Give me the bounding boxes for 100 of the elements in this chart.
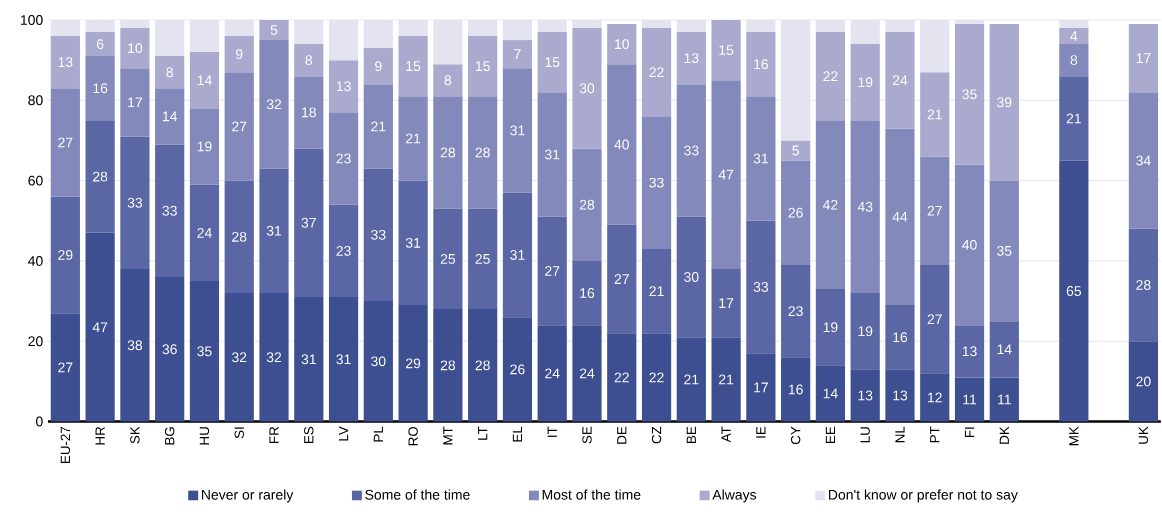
data-label: 20 xyxy=(1136,376,1151,387)
bar xyxy=(989,23,1019,181)
data-label: 21 xyxy=(719,374,734,385)
legend-label: Never or rarely xyxy=(202,489,294,503)
bar xyxy=(885,304,915,370)
data-label: 8 xyxy=(305,54,313,65)
bar xyxy=(398,180,428,305)
bar xyxy=(537,19,567,32)
bar xyxy=(711,19,741,80)
y-tick-label: 20 xyxy=(28,336,43,346)
bar xyxy=(1128,228,1159,342)
data-label: 32 xyxy=(266,99,282,110)
bar xyxy=(954,23,985,165)
data-label: 33 xyxy=(127,197,143,208)
bar xyxy=(885,19,915,32)
bar xyxy=(468,308,498,422)
bar xyxy=(989,180,1019,321)
data-label: 24 xyxy=(892,75,908,85)
data-label: 23 xyxy=(788,305,803,316)
bar xyxy=(815,31,846,121)
bar xyxy=(468,19,498,36)
bar xyxy=(433,96,463,209)
data-label: 14 xyxy=(823,388,838,399)
data-label: 42 xyxy=(822,199,838,210)
data-label: 17 xyxy=(754,382,768,393)
bar xyxy=(815,365,846,422)
bar xyxy=(502,316,533,422)
data-label: 13 xyxy=(962,346,977,357)
bar xyxy=(885,128,915,305)
bar xyxy=(989,320,1019,378)
bar xyxy=(398,19,428,36)
data-label: 24 xyxy=(579,368,595,379)
legend-label: Most of the time xyxy=(542,489,641,500)
data-label: 21 xyxy=(684,374,699,385)
data-label: 22 xyxy=(823,71,838,81)
data-label: 8 xyxy=(1070,54,1078,65)
data-label: 7 xyxy=(514,49,521,59)
data-label: 24 xyxy=(545,368,560,379)
data-label: 5 xyxy=(270,24,278,35)
x-tick-label: LV xyxy=(338,426,349,441)
data-label: 29 xyxy=(406,358,421,369)
bar xyxy=(711,79,741,269)
data-label: 15 xyxy=(545,57,560,67)
data-label: 33 xyxy=(649,177,664,188)
bar xyxy=(1128,341,1159,422)
bar xyxy=(189,19,220,52)
bar xyxy=(363,19,393,48)
data-label: 10 xyxy=(615,38,629,49)
bar xyxy=(120,268,150,422)
data-label: 26 xyxy=(510,364,525,375)
x-tick-label: SE xyxy=(582,426,592,444)
bar xyxy=(259,39,289,169)
bar xyxy=(328,112,359,205)
bar xyxy=(398,35,428,97)
bar xyxy=(676,337,706,422)
data-label: 21 xyxy=(371,121,386,132)
data-label: 21 xyxy=(927,109,942,120)
bar xyxy=(294,19,324,44)
data-label: 8 xyxy=(166,67,173,77)
bar xyxy=(850,43,880,121)
y-tick-label: 80 xyxy=(28,95,43,106)
x-tick-label: LU xyxy=(860,427,870,442)
bar xyxy=(641,19,672,28)
x-tick-label: PL xyxy=(373,426,383,442)
data-label: 33 xyxy=(753,281,769,292)
bar xyxy=(850,292,880,370)
data-label: 27 xyxy=(58,137,73,148)
bar xyxy=(433,208,463,309)
x-tick-label: PT xyxy=(930,426,940,442)
data-label: 47 xyxy=(718,169,734,180)
bar xyxy=(920,156,950,265)
data-label: 10 xyxy=(128,42,143,53)
bar xyxy=(328,296,359,422)
x-tick-label: RO xyxy=(408,426,418,445)
bar xyxy=(850,120,880,293)
data-label: 27 xyxy=(927,314,942,324)
bar xyxy=(363,168,393,301)
y-tick-label: 60 xyxy=(28,175,43,186)
data-label: 11 xyxy=(998,394,1011,405)
bar xyxy=(815,288,846,366)
x-tick-label: SI xyxy=(234,427,244,439)
data-label: 5 xyxy=(792,145,799,156)
data-label: 44 xyxy=(892,211,908,222)
x-tick-label: HU xyxy=(199,427,210,445)
bar xyxy=(746,353,776,422)
data-label: 28 xyxy=(475,360,490,371)
data-label: 28 xyxy=(93,171,108,182)
data-label: 16 xyxy=(580,287,595,298)
bar xyxy=(363,84,393,169)
data-label: 9 xyxy=(235,48,243,59)
data-label: 13 xyxy=(858,390,873,401)
data-label: 25 xyxy=(440,253,456,264)
data-label: 6 xyxy=(96,38,104,49)
bar xyxy=(641,27,672,117)
legend-label: Always xyxy=(712,489,757,503)
bar xyxy=(259,168,289,293)
bar xyxy=(676,31,706,85)
x-tick-label: CZ xyxy=(651,426,662,444)
bar xyxy=(433,19,463,64)
data-label: 33 xyxy=(162,205,177,216)
